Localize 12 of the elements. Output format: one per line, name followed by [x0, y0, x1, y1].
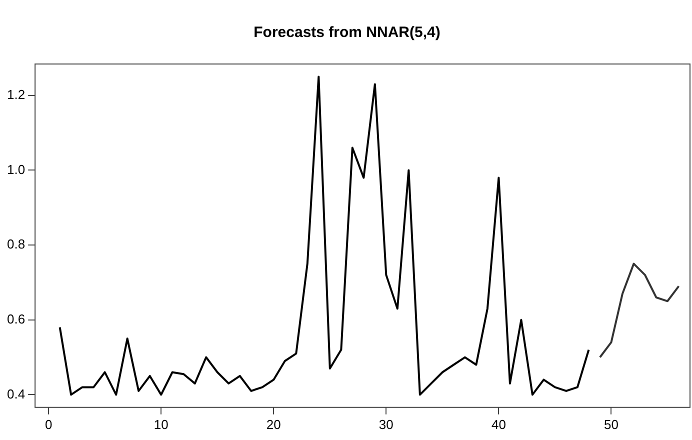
y-tick-label: 1.2 — [6, 87, 26, 102]
y-tick-label: 0.6 — [6, 311, 26, 326]
x-tick-label: 40 — [491, 416, 506, 432]
x-tick-label: 20 — [266, 416, 281, 432]
x-tick-label: 30 — [378, 416, 394, 432]
x-tick-label: 50 — [604, 416, 618, 432]
x-tick-label: 0 — [44, 416, 52, 432]
x-tick-label: 10 — [154, 416, 168, 432]
y-tick-label: 1.0 — [6, 162, 26, 177]
chart-title: Forecasts from NNAR(5,4) — [254, 24, 440, 42]
y-tick-label: 0.8 — [6, 236, 26, 252]
y-tick-label: 0.4 — [6, 386, 26, 402]
